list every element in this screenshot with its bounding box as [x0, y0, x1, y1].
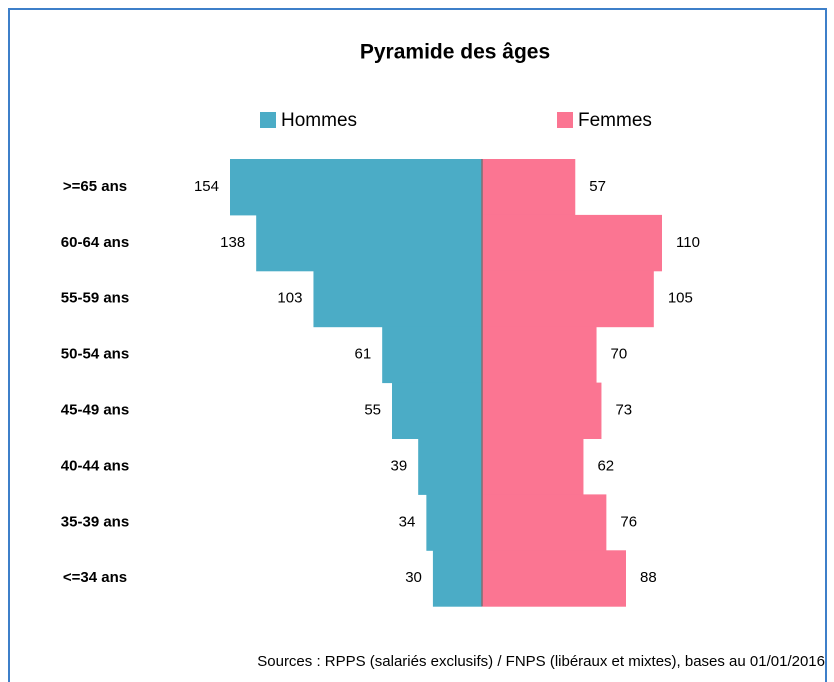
value-label: 57	[589, 178, 606, 195]
value-label: 154	[194, 178, 219, 195]
frame	[8, 8, 827, 682]
bar	[230, 159, 482, 216]
category-label: 45-49 ans	[61, 402, 129, 419]
value-label: 61	[354, 346, 371, 363]
bar	[382, 326, 482, 384]
category-label: 40-44 ans	[61, 457, 129, 474]
bar	[313, 270, 482, 328]
value-label: 55	[364, 402, 381, 419]
bar	[482, 494, 607, 551]
value-label: 73	[615, 402, 632, 419]
bar	[418, 438, 482, 495]
value-label: 70	[611, 346, 628, 363]
value-label: 76	[620, 513, 637, 530]
bar	[482, 438, 584, 495]
category-label: 35-39 ans	[61, 513, 129, 530]
bar	[482, 270, 654, 328]
category-label: 55-59 ans	[61, 290, 129, 307]
value-label: 138	[220, 234, 245, 251]
value-label: 105	[668, 290, 693, 307]
legend-swatch	[260, 112, 276, 128]
bar	[432, 550, 482, 607]
value-label: 30	[405, 569, 422, 586]
chart-title: Pyramide des âges	[360, 41, 550, 64]
bar	[392, 382, 482, 439]
source-note: Sources : RPPS (salariés exclusifs) / FN…	[257, 653, 825, 670]
legend-swatch	[557, 112, 573, 128]
value-label: 110	[676, 234, 700, 251]
category-label: >=65 ans	[63, 178, 127, 195]
value-label: 39	[390, 457, 407, 474]
value-label: 34	[399, 513, 416, 530]
value-label: 88	[640, 569, 657, 586]
bar	[482, 550, 626, 607]
value-label: 103	[277, 290, 302, 307]
bar	[256, 214, 482, 272]
bar	[482, 382, 602, 439]
value-label: 62	[597, 457, 614, 474]
bar	[482, 159, 576, 216]
bar	[426, 494, 482, 551]
legend-label: Femmes	[578, 110, 652, 131]
legend-label: Hommes	[281, 110, 357, 131]
bar	[482, 214, 662, 272]
bar	[482, 326, 597, 384]
category-label: 60-64 ans	[61, 234, 129, 251]
category-label: 50-54 ans	[61, 346, 129, 363]
category-label: <=34 ans	[63, 569, 127, 586]
